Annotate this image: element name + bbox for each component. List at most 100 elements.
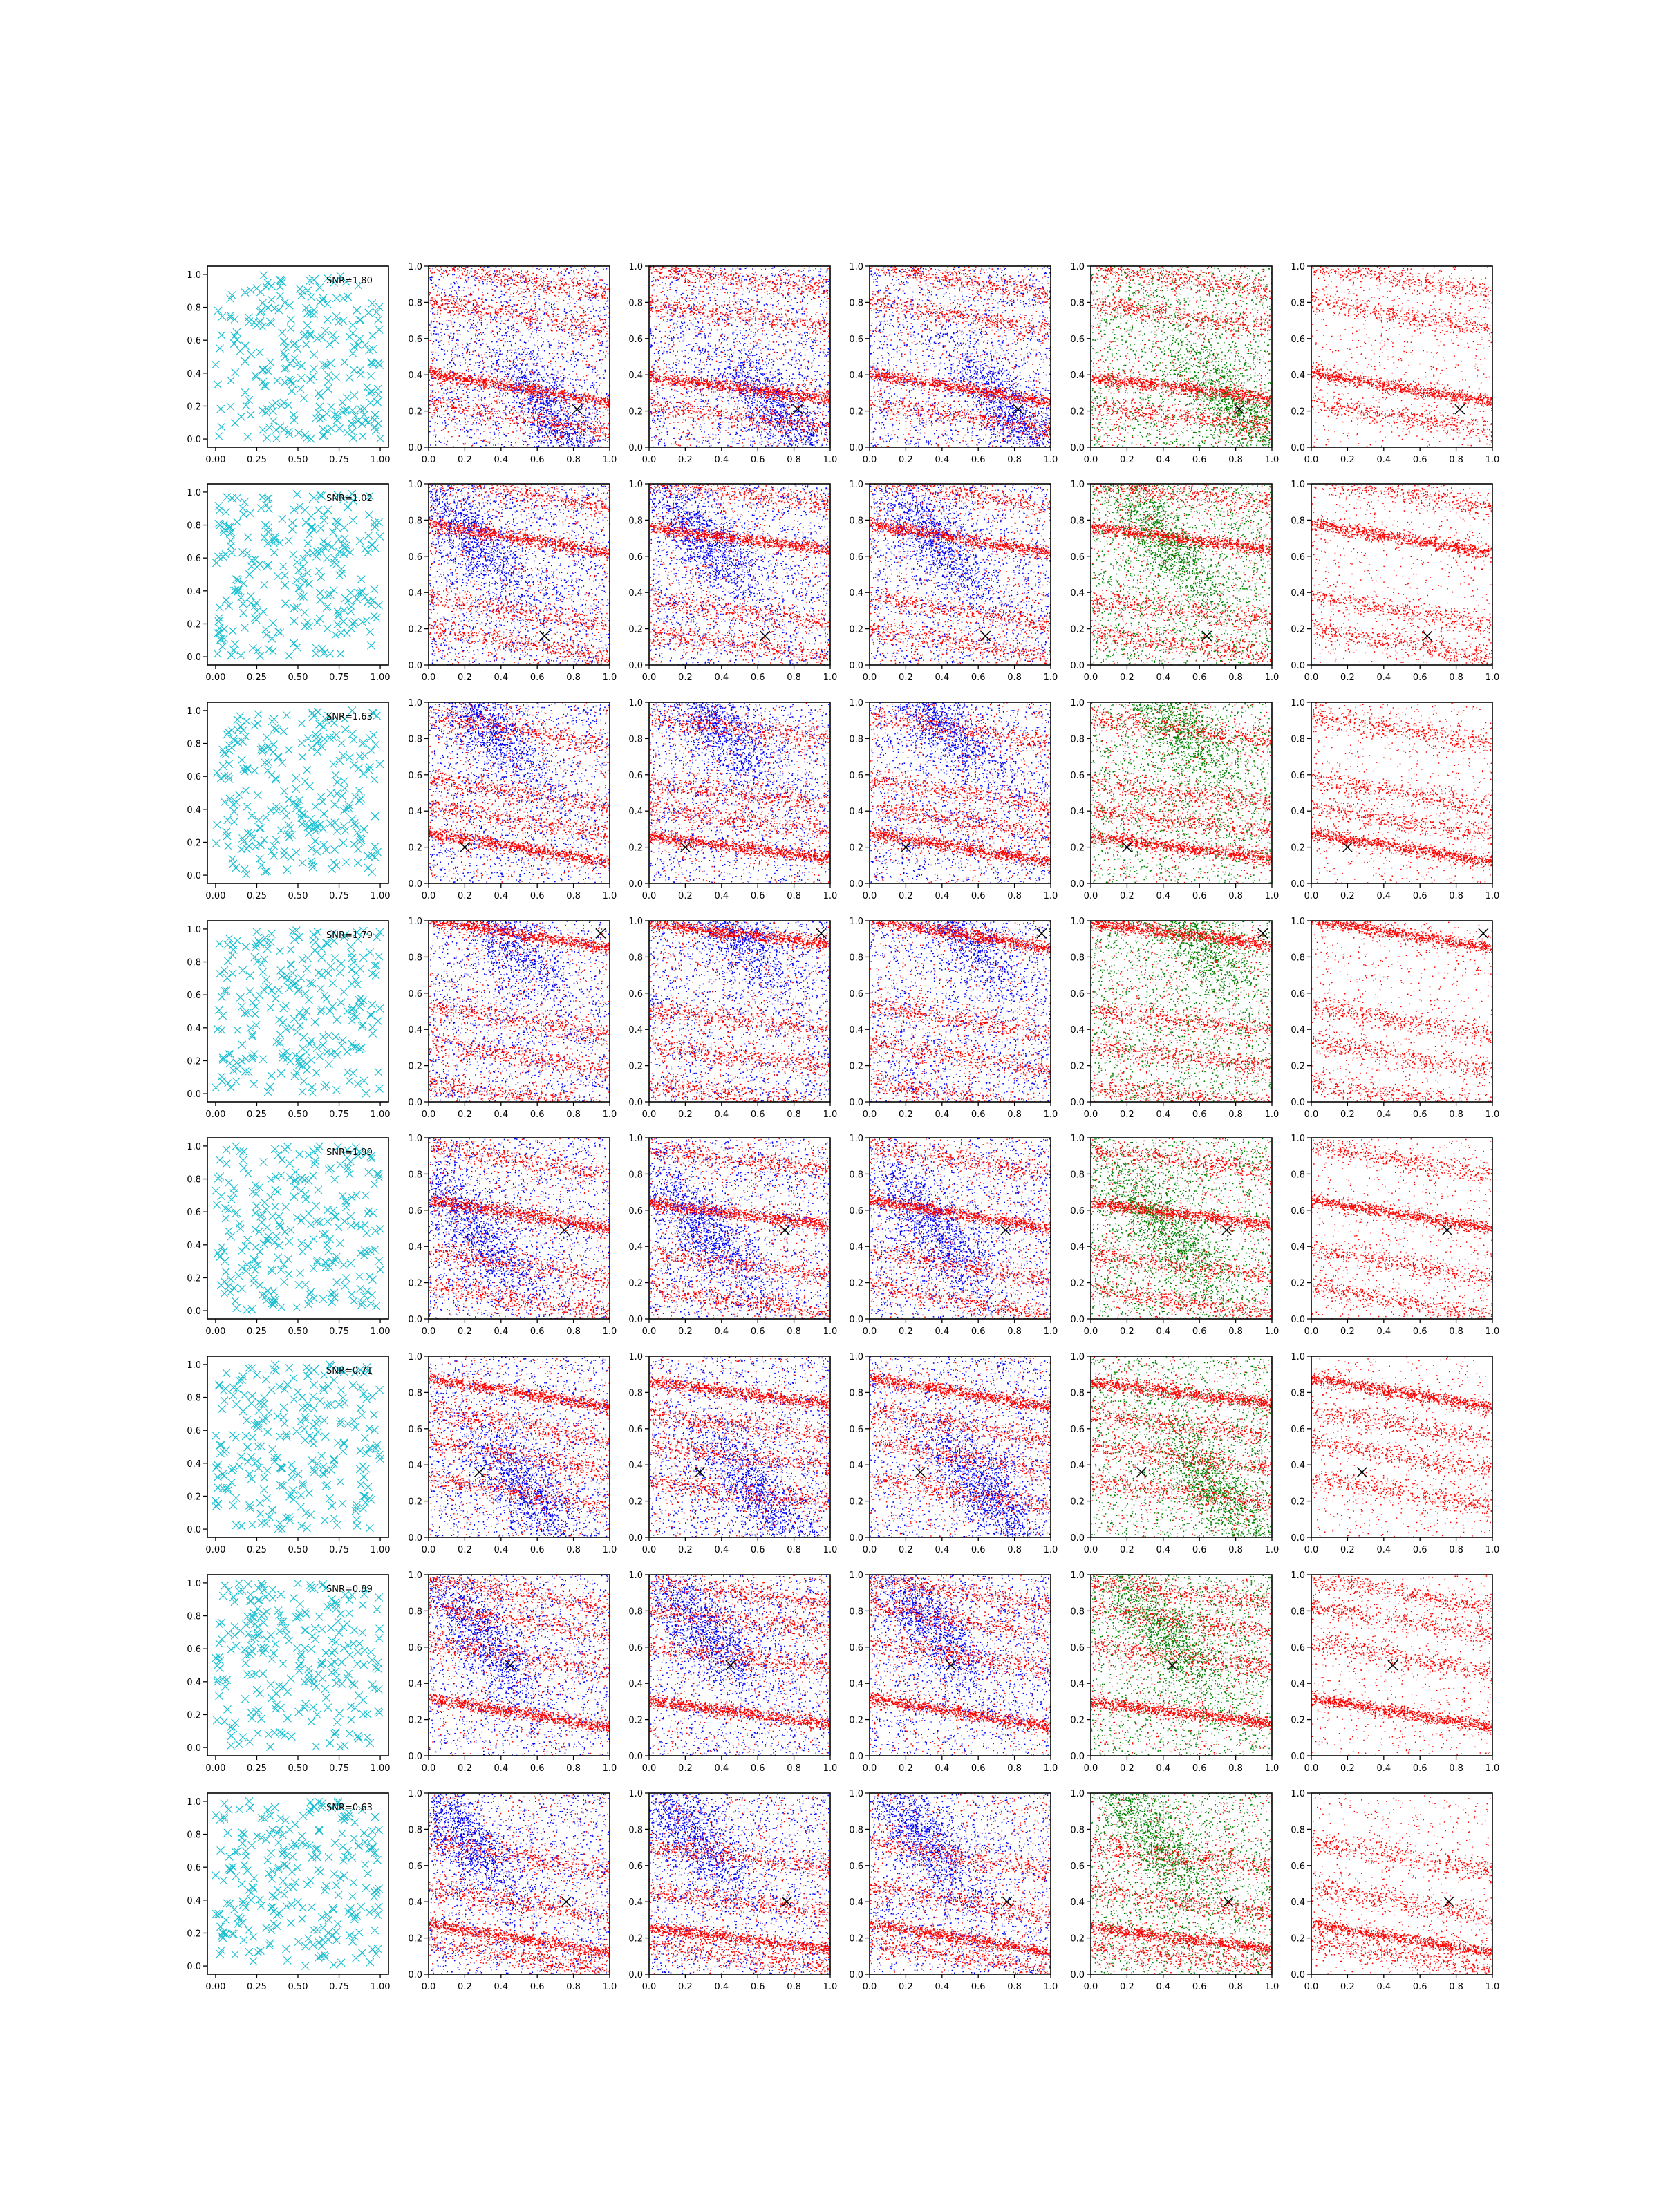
x-tick-label: 1.0 xyxy=(603,1982,617,1992)
x-tick-label: 0.2 xyxy=(678,455,693,465)
y-tick-label: 1.0 xyxy=(628,480,643,490)
panel-marks xyxy=(1311,703,1494,885)
y-tick-label: 0.4 xyxy=(628,1461,643,1471)
y-tick-label: 1.0 xyxy=(628,917,643,927)
y-tick-label: 0.6 xyxy=(849,1425,863,1435)
location-marker xyxy=(540,631,550,641)
axes-frame xyxy=(649,1138,830,1319)
y-tick-label: 0.6 xyxy=(1070,1643,1085,1653)
y-tick-label: 1.0 xyxy=(408,1352,422,1362)
location-marker xyxy=(793,404,803,414)
panel-r6-c2: 0.0 0.2 0.4 0.6 0.8 1.00.00.20.40.60.81.0 xyxy=(408,1352,617,1555)
x-tick-label: 0.0 xyxy=(1304,891,1319,901)
y-tick-label: 1.0 xyxy=(1291,1134,1305,1144)
y-tick-label: 0.2 xyxy=(1291,1062,1305,1072)
panel-marks xyxy=(212,1361,384,1533)
y-tick-label: 0.4 xyxy=(187,805,201,816)
panel-r1-c1: 0.00 0.25 0.50 0.75 1.000.00.20.40.60.81.0SN… xyxy=(187,266,390,465)
x-tick-label: 0.4 xyxy=(494,455,508,465)
x-tick-label: 0.4 xyxy=(935,1763,949,1774)
x-tick-label: 0.2 xyxy=(458,1545,472,1555)
x-tick-label: 0.0 xyxy=(642,455,657,465)
location-marker xyxy=(915,1468,925,1477)
x-tick-label: 0.50 xyxy=(288,1982,308,1992)
location-marker xyxy=(1202,631,1212,641)
y-tick-label: 0.2 xyxy=(1291,843,1305,854)
x-tick-label: 1.0 xyxy=(823,891,838,901)
y-tick-label: 0.2 xyxy=(408,1934,422,1944)
x-tick-label: 0.6 xyxy=(1413,1109,1427,1120)
y-tick-label: 1.0 xyxy=(408,1571,422,1581)
y-tick-label: 0.4 xyxy=(849,588,863,599)
x-tick-label: 0.8 xyxy=(1007,1327,1022,1337)
y-tick-label: 0.4 xyxy=(408,588,422,599)
x-tick-label: 0.2 xyxy=(458,891,472,901)
x-tick-label: 0.0 xyxy=(863,1763,877,1774)
y-tick-label: 0.4 xyxy=(849,1025,863,1035)
cross-markers xyxy=(212,707,384,879)
y-tick-label: 1.0 xyxy=(628,262,643,272)
y-tick-label: 0.0 xyxy=(1070,1970,1085,1980)
y-tick-label: 0.4 xyxy=(849,1897,863,1908)
y-tick-label: 0.4 xyxy=(628,588,643,599)
x-tick-label: 0.2 xyxy=(1120,1109,1134,1120)
panel-marks xyxy=(1091,1575,1273,1756)
y-tick-label: 1.0 xyxy=(1291,1789,1305,1799)
location-marker xyxy=(1037,928,1047,938)
signal-points xyxy=(870,921,1051,1103)
panel-marks xyxy=(870,1793,1052,1975)
y-tick-label: 0.8 xyxy=(1070,1825,1085,1835)
y-tick-label: 0.0 xyxy=(1291,1970,1305,1980)
y-tick-label: 0.0 xyxy=(187,1306,201,1317)
y-tick-label: 0.2 xyxy=(628,407,643,418)
signal-points xyxy=(1091,703,1273,885)
x-tick-label: 0.8 xyxy=(1228,1545,1243,1555)
panel-r5-c3: 0.0 0.2 0.4 0.6 0.8 1.00.00.20.40.60.81.0 xyxy=(628,1134,837,1337)
panel-marks xyxy=(429,1575,610,1756)
y-tick-label: 0.0 xyxy=(187,653,201,663)
y-tick-label: 1.0 xyxy=(1291,917,1305,927)
y-tick-label: 0.6 xyxy=(1070,552,1085,563)
x-tick-label: 0.8 xyxy=(1007,1545,1022,1555)
x-tick-label: 0.75 xyxy=(329,1545,349,1555)
y-tick-label: 0.4 xyxy=(187,1024,201,1034)
y-tick-label: 0.2 xyxy=(849,407,863,418)
x-tick-label: 1.0 xyxy=(603,455,617,465)
y-tick-label: 0.0 xyxy=(628,1098,643,1108)
y-tick-label: 0.4 xyxy=(1291,1025,1305,1035)
y-tick-label: 0.0 xyxy=(187,871,201,881)
x-tick-label: 1.0 xyxy=(1265,1327,1280,1337)
x-tick-label: 0.0 xyxy=(642,1982,657,1992)
y-tick-label: 0.4 xyxy=(408,1897,422,1908)
x-tick-label: 0.0 xyxy=(642,1763,657,1774)
y-tick-label: 1.0 xyxy=(1070,480,1085,490)
x-tick-label: 0.6 xyxy=(971,1109,986,1120)
signal-points xyxy=(1091,1356,1273,1538)
panel-r8-c5: 0.0 0.2 0.4 0.6 0.8 1.00.00.20.40.60.81.0 xyxy=(1070,1789,1279,1992)
axes-frame xyxy=(870,1138,1051,1319)
x-tick-label: 0.0 xyxy=(863,1982,877,1992)
y-tick-label: 0.2 xyxy=(1070,625,1085,635)
x-tick-label: 0.4 xyxy=(1376,1545,1391,1555)
x-tick-label: 1.0 xyxy=(603,1763,617,1774)
x-tick-label: 0.0 xyxy=(642,1545,657,1555)
x-tick-label: 0.2 xyxy=(1120,455,1134,465)
y-tick-label: 0.0 xyxy=(1070,661,1085,671)
x-tick-label: 0.8 xyxy=(1449,455,1463,465)
y-tick-label: 0.2 xyxy=(628,1062,643,1072)
y-tick-label: 0.8 xyxy=(187,1612,201,1622)
y-tick-label: 1.0 xyxy=(1070,1134,1085,1144)
legend-cross-icon xyxy=(309,711,319,721)
y-tick-label: 0.0 xyxy=(628,879,643,890)
y-tick-label: 1.0 xyxy=(628,698,643,709)
legend-cross-icon xyxy=(309,1802,319,1812)
y-tick-label: 0.4 xyxy=(1291,1242,1305,1253)
x-tick-label: 0.50 xyxy=(288,1763,308,1774)
panel-marks xyxy=(212,272,384,443)
y-tick-label: 0.6 xyxy=(1070,989,1085,1000)
signal-points xyxy=(870,1138,1052,1320)
x-tick-label: 0.8 xyxy=(566,1109,581,1120)
panel-marks xyxy=(429,484,610,666)
y-tick-label: 1.0 xyxy=(628,1134,643,1144)
x-tick-label: 0.4 xyxy=(1156,455,1170,465)
